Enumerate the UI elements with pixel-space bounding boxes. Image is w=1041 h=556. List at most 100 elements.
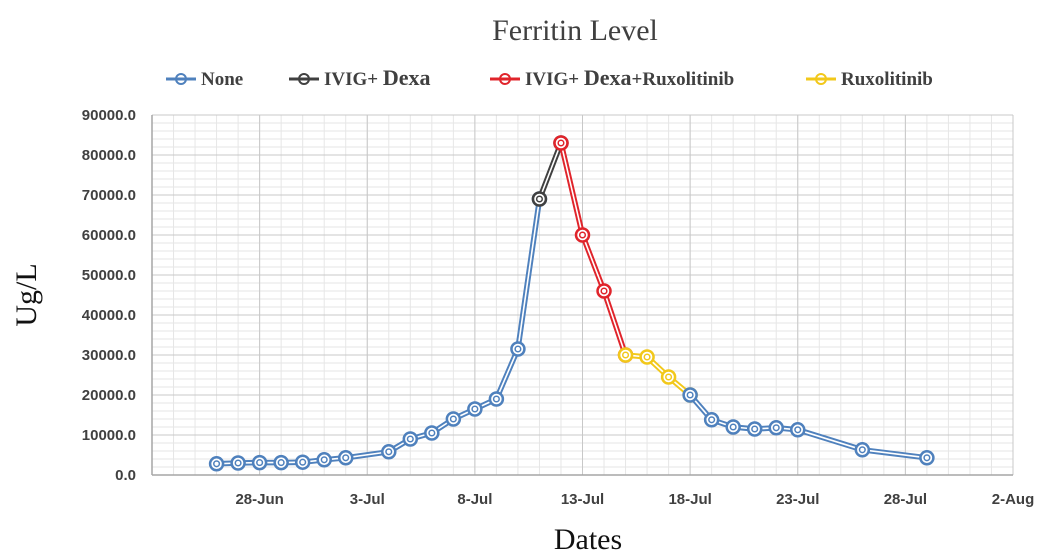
- data-point: [725, 419, 741, 435]
- y-tick-label: 40000.0: [82, 307, 136, 324]
- data-point-inner: [320, 456, 328, 464]
- legend-item-ivig-dexa-ruxolitinib: IVIG+ Dexa+Ruxolitinib: [490, 65, 734, 90]
- data-point-inner: [514, 345, 522, 353]
- series-2: [553, 135, 634, 363]
- data-point: [660, 369, 677, 385]
- y-tick-label: 90000.0: [82, 107, 136, 124]
- data-point-inner: [665, 373, 673, 381]
- legend-label-ruxolitinib: Ruxolitinib: [841, 69, 933, 90]
- data-point: [467, 401, 483, 417]
- data-point: [251, 454, 268, 471]
- data-point-inner: [299, 458, 307, 466]
- y-tick-label: 70000.0: [82, 187, 136, 204]
- data-point-inner: [471, 405, 479, 413]
- data-point: [919, 450, 935, 466]
- data-point: [294, 454, 311, 470]
- data-point: [790, 422, 806, 438]
- data-point-inner: [794, 426, 802, 434]
- chart-title: Ferritin Level: [492, 14, 658, 47]
- data-point: [488, 391, 505, 407]
- data-point-inner: [234, 459, 242, 467]
- data-point: [574, 227, 591, 243]
- data-point: [208, 456, 225, 472]
- y-tick-label: 0.0: [115, 467, 136, 484]
- data-point: [768, 420, 784, 436]
- data-point-inner: [449, 415, 457, 423]
- series-line-inner: [538, 142, 562, 200]
- y-tick-label: 10000.0: [82, 427, 136, 444]
- data-point: [617, 347, 634, 363]
- data-point: [424, 425, 440, 441]
- data-point-inner: [213, 460, 221, 468]
- data-point: [273, 454, 289, 471]
- y-axis-title: Ug/L: [10, 263, 43, 326]
- data-point-inner: [622, 351, 630, 359]
- series-lines: [208, 135, 935, 472]
- data-point-inner: [578, 231, 587, 239]
- data-point: [445, 411, 462, 427]
- data-point-inner: [277, 459, 285, 467]
- x-tick-label: 8-Jul: [457, 491, 492, 508]
- data-point-inner: [686, 391, 694, 399]
- x-tick-label: 23-Jul: [776, 491, 819, 508]
- y-tick-label: 80000.0: [82, 147, 136, 164]
- x-tick-label: 2-Aug: [992, 491, 1035, 508]
- data-point: [531, 191, 548, 207]
- data-point-inner: [643, 353, 651, 361]
- data-point-inner: [492, 395, 500, 403]
- data-point-inner: [342, 454, 350, 462]
- data-point: [596, 283, 612, 299]
- data-point-inner: [772, 424, 780, 432]
- data-point-inner: [923, 454, 931, 462]
- data-point-inner: [729, 423, 737, 431]
- data-point: [553, 135, 569, 151]
- x-tick-label: 13-Jul: [561, 491, 604, 508]
- data-point: [337, 450, 354, 466]
- legend-item-none: None: [166, 69, 243, 90]
- data-point: [639, 349, 655, 365]
- data-point: [682, 387, 698, 403]
- legend-item-ruxolitinib: Ruxolitinib: [806, 69, 933, 90]
- data-point-inner: [256, 459, 264, 467]
- data-point: [746, 421, 763, 437]
- data-point: [854, 442, 871, 458]
- x-tick-label: 3-Jul: [350, 491, 385, 508]
- legend-label-ivig-dexa: IVIG+ Dexa: [324, 65, 431, 90]
- data-point-inner: [858, 446, 866, 454]
- x-tick-label: 28-Jul: [884, 491, 927, 508]
- plot-axes: [151, 115, 1013, 476]
- x-tick-labels: 28-Jun 3-Jul 8-Jul 13-Jul 18-Jul 23-Jul 28-Jul…: [235, 491, 1034, 508]
- series-line-outer: [622, 352, 693, 398]
- data-point-inner: [600, 287, 608, 295]
- plot-grid: [152, 114, 1014, 476]
- y-tick-labels: 0.0 10000.0 20000.0 30000.0 40000.0 50000.0 60…: [82, 107, 136, 484]
- data-point: [703, 412, 720, 428]
- legend: None IVIG+ Dexa IVIG+ Dexa+Ruxolitinib R…: [166, 65, 933, 90]
- data-point: [230, 455, 246, 471]
- legend-label-none: None: [201, 69, 243, 90]
- y-tick-label: 20000.0: [82, 387, 136, 404]
- data-point-inner: [535, 195, 544, 203]
- y-tick-label: 50000.0: [82, 267, 136, 284]
- data-point: [316, 452, 332, 468]
- x-tick-label: 28-Jun: [235, 491, 283, 508]
- series-line-inner: [624, 354, 691, 396]
- data-point: [381, 444, 397, 460]
- y-tick-label: 60000.0: [82, 227, 136, 244]
- y-tick-label: 30000.0: [82, 347, 136, 364]
- data-point-inner: [406, 435, 414, 443]
- data-point-inner: [385, 448, 393, 456]
- series-line-inner: [560, 142, 627, 356]
- x-tick-label: 18-Jul: [668, 491, 711, 508]
- legend-item-ivig-dexa: IVIG+ Dexa: [289, 65, 431, 90]
- data-point: [510, 341, 526, 357]
- x-axis-title: Dates: [554, 523, 622, 556]
- data-point-inner: [557, 139, 565, 147]
- data-point-inner: [751, 425, 759, 433]
- data-point-inner: [428, 429, 436, 437]
- data-point: [402, 431, 419, 447]
- data-point-inner: [708, 416, 716, 424]
- series-4: [682, 387, 935, 466]
- legend-label-ivig-dexa-ruxolitinib: IVIG+ Dexa+Ruxolitinib: [525, 65, 734, 90]
